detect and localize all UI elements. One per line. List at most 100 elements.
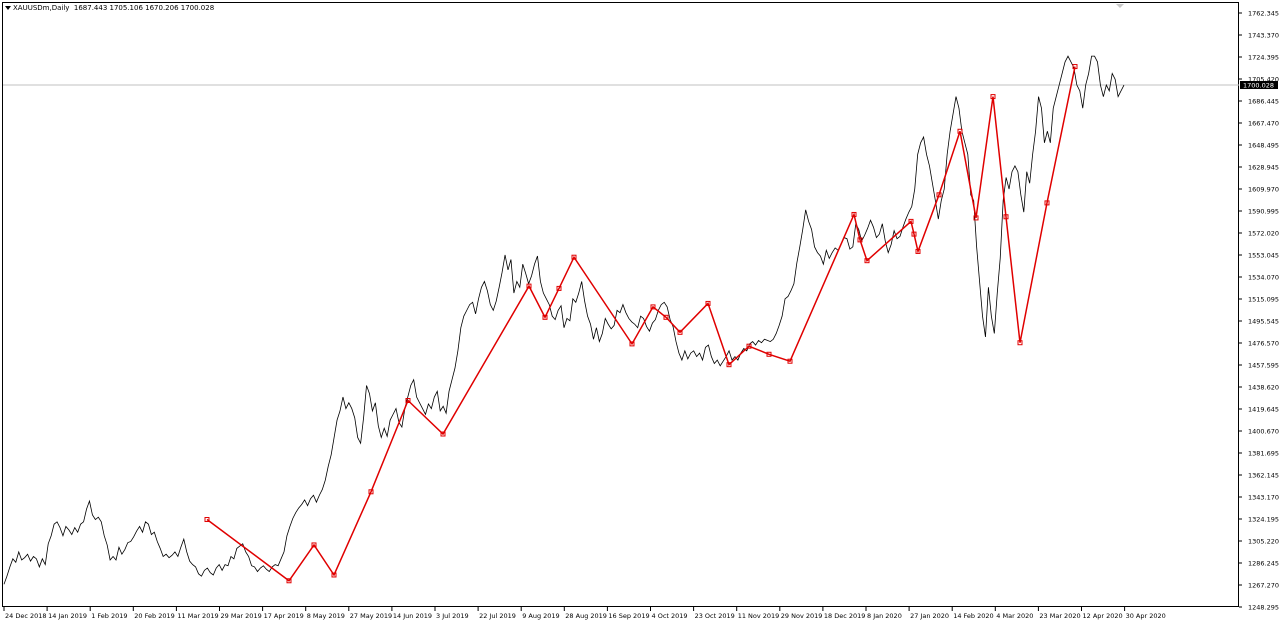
- zigzag-point: [915, 248, 921, 254]
- y-tick-label: 1534.070: [1248, 274, 1279, 282]
- zigzag-point: [746, 343, 752, 349]
- current-price-tag: [1240, 81, 1278, 90]
- dropdown-triangle-icon[interactable]: [5, 6, 11, 10]
- symbol-label: XAUUSDm,Daily: [13, 4, 70, 12]
- x-tick-label: 28 Aug 2019: [565, 612, 607, 620]
- y-tick-label: 1343.170: [1248, 494, 1279, 502]
- zigzag-point: [526, 283, 532, 289]
- zigzag-point: [973, 215, 979, 221]
- y-tick-label: 1286.245: [1248, 560, 1279, 568]
- y-tick-label: 1553.045: [1248, 252, 1279, 260]
- chart-shift-marker-icon: [1116, 4, 1124, 8]
- zigzag-point: [556, 285, 562, 291]
- y-tick-label: 1667.470: [1248, 120, 1279, 128]
- x-tick-label: 29 Mar 2019: [221, 612, 262, 620]
- x-tick-label: 20 Feb 2019: [134, 612, 174, 620]
- zigzag-point: [726, 362, 732, 368]
- zigzag-point: [629, 341, 635, 347]
- y-tick-label: 1515.095: [1248, 296, 1279, 304]
- x-tick-label: 18 Dec 2019: [824, 612, 866, 620]
- x-tick-label: 23 Oct 2019: [695, 612, 735, 620]
- y-tick-label: 1305.220: [1248, 538, 1279, 546]
- x-tick-label: 17 Apr 2019: [264, 612, 304, 620]
- x-tick-label: 14 Feb 2020: [953, 612, 993, 620]
- y-tick-label: 1590.995: [1248, 208, 1279, 216]
- zigzag-point: [311, 542, 317, 548]
- x-tick-label: 1 Feb 2019: [91, 612, 127, 620]
- y-tick-label: 1686.445: [1248, 98, 1279, 106]
- zigzag-point: [705, 300, 711, 306]
- y-tick-label: 1762.345: [1248, 10, 1279, 18]
- y-tick-label: 1419.645: [1248, 406, 1279, 414]
- y-tick-label: 1743.370: [1248, 32, 1279, 40]
- y-tick-label: 1324.195: [1248, 516, 1279, 524]
- y-tick-label: 1572.020: [1248, 230, 1279, 238]
- zigzag-point: [1044, 200, 1050, 206]
- zigzag-point: [542, 314, 548, 320]
- x-tick-label: 14 Jun 2019: [393, 612, 432, 620]
- zigzag-point: [331, 572, 337, 578]
- x-tick-label: 29 Nov 2019: [781, 612, 823, 620]
- x-tick-label: 8 May 2019: [307, 612, 345, 620]
- zigzag-point: [368, 489, 374, 495]
- zigzag-point: [908, 218, 914, 224]
- y-tick-label: 1628.945: [1248, 164, 1279, 172]
- zigzag-line: [206, 66, 1076, 582]
- zigzag-point: [440, 431, 446, 437]
- zigzag-point: [571, 254, 577, 260]
- y-tick-label: 1457.595: [1248, 362, 1279, 370]
- zigzag-point: [911, 231, 917, 237]
- current-price-label: 1700.028: [1243, 82, 1274, 90]
- x-tick-label: 23 Mar 2020: [1039, 612, 1080, 620]
- y-tick-label: 1400.670: [1248, 428, 1279, 436]
- x-tick-label: 4 Oct 2019: [652, 612, 688, 620]
- zigzag-point: [787, 358, 793, 364]
- x-tick-label: 11 Nov 2019: [738, 612, 780, 620]
- y-tick-label: 1609.970: [1248, 186, 1279, 194]
- zigzag-point: [857, 237, 863, 243]
- y-tick-label: 1248.295: [1248, 604, 1279, 612]
- x-tick-label: 9 Aug 2019: [522, 612, 560, 620]
- y-tick-label: 1476.570: [1248, 340, 1279, 348]
- zigzag-point: [1072, 64, 1078, 70]
- x-tick-label: 11 Mar 2019: [177, 612, 218, 620]
- x-tick-label: 4 Mar 2020: [996, 612, 1033, 620]
- y-tick-label: 1648.495: [1248, 142, 1279, 150]
- x-tick-label: 14 Jan 2019: [48, 612, 87, 620]
- plot-area[interactable]: [2, 2, 1239, 607]
- x-tick-label: 3 Jul 2019: [436, 612, 469, 620]
- chart-title: XAUUSDm,Daily 1687.443 1705.106 1670.206…: [5, 4, 214, 13]
- y-tick-label: 1267.270: [1248, 582, 1279, 590]
- zigzag-point: [766, 351, 772, 357]
- zigzag-point: [286, 578, 292, 584]
- zigzag-point: [990, 94, 996, 100]
- y-tick-label: 1495.545: [1248, 318, 1279, 326]
- y-tick-label: 1362.145: [1248, 472, 1279, 480]
- price-line: [3, 55, 1125, 585]
- x-tick-label: 22 Jul 2019: [479, 612, 516, 620]
- x-tick-label: 24 Dec 2018: [5, 612, 47, 620]
- zigzag-point: [1017, 340, 1023, 346]
- y-tick-label: 1438.620: [1248, 384, 1279, 392]
- zigzag-point: [1003, 214, 1009, 220]
- zigzag-point: [936, 192, 942, 198]
- zigzag-point: [405, 398, 411, 404]
- x-tick-label: 27 Jan 2020: [910, 612, 949, 620]
- x-tick-label: 8 Jan 2020: [867, 612, 902, 620]
- x-tick-label: 12 Apr 2020: [1083, 612, 1123, 620]
- y-tick-label: 1724.395: [1248, 54, 1279, 62]
- zigzag-point: [851, 211, 857, 217]
- x-tick-label: 27 May 2019: [350, 612, 392, 620]
- ohlc-values: 1687.443 1705.106 1670.206 1700.028: [73, 4, 215, 12]
- zigzag-point: [663, 314, 669, 320]
- zigzag-point: [957, 128, 963, 134]
- y-tick-label: 1705.420: [1248, 76, 1279, 84]
- zigzag-point: [650, 304, 656, 310]
- zigzag-point: [204, 517, 210, 523]
- zigzag-point: [677, 329, 683, 335]
- y-tick-label: 1381.695: [1248, 450, 1279, 458]
- x-tick-label: 30 Apr 2020: [1126, 612, 1166, 620]
- x-tick-label: 16 Sep 2019: [608, 612, 649, 620]
